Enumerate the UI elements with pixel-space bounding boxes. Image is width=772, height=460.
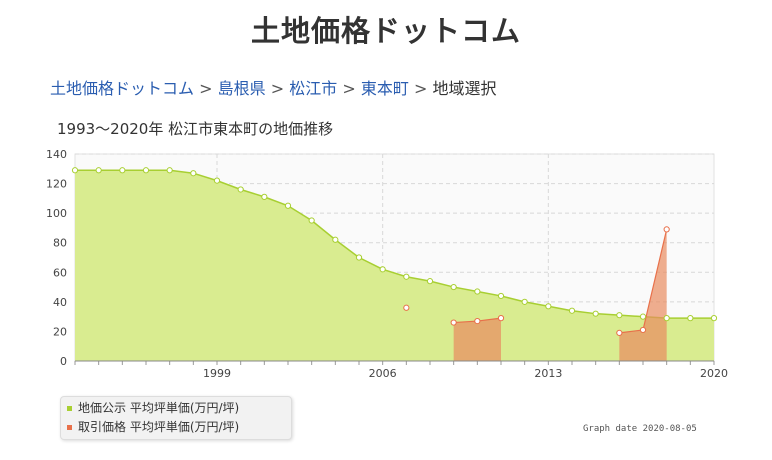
public-price-point <box>142 167 150 174</box>
public-price-point <box>521 298 528 305</box>
transaction-price-point <box>450 319 457 326</box>
public-price-point <box>71 167 79 174</box>
public-price-point <box>426 278 434 285</box>
public-price-point <box>237 186 244 193</box>
public-price-point <box>190 170 197 177</box>
y-tick-label: 20 <box>53 325 67 338</box>
public-price-point <box>639 313 647 320</box>
public-price-point <box>213 177 221 184</box>
transaction-price-point <box>663 226 670 233</box>
legend-item-public-price[interactable]: 地価公示 平均坪単価(万円/坪) <box>67 400 239 416</box>
x-tick-label: 2006 <box>369 367 397 380</box>
public-price-point <box>308 217 315 224</box>
public-price-point <box>616 312 623 319</box>
breadcrumb-separator: > <box>342 79 356 98</box>
public-price-point <box>284 202 292 209</box>
legend-swatch-transaction-price <box>67 425 72 430</box>
public-price-point <box>119 167 126 174</box>
y-tick-label: 140 <box>46 148 67 161</box>
breadcrumb: 土地価格ドットコム > 島根県 > 松江市 > 東本町 > 地域選択 <box>50 75 496 99</box>
public-price-point <box>355 254 363 261</box>
public-price-point <box>332 236 339 243</box>
chart-title: 1993〜2020年 松江市東本町の地価推移 <box>57 120 334 138</box>
breadcrumb-link-city[interactable]: 松江市 <box>289 79 338 98</box>
y-tick-label: 120 <box>46 178 67 191</box>
transaction-price-area <box>619 229 667 361</box>
x-tick-label: 2013 <box>534 367 562 380</box>
breadcrumb-separator: > <box>413 79 428 98</box>
public-price-point <box>497 292 505 300</box>
transaction-price-area <box>453 318 501 361</box>
public-price-point <box>687 315 694 322</box>
x-tick-label: 2020 <box>700 367 728 380</box>
transaction-price-point <box>474 317 481 325</box>
public-price-point <box>166 167 173 174</box>
public-price-point <box>95 167 102 174</box>
public-price-area <box>75 170 714 361</box>
graph-date: Graph date 2020-08-05 <box>583 424 697 434</box>
breadcrumb-link-prefecture[interactable]: 島根県 <box>217 79 266 98</box>
transaction-price-point <box>616 329 623 337</box>
transaction-price-point <box>639 326 647 334</box>
breadcrumb-link-town[interactable]: 東本町 <box>360 79 409 98</box>
breadcrumb-separator: > <box>199 79 213 98</box>
public-price-point <box>592 310 599 317</box>
y-tick-label: 0 <box>60 355 67 368</box>
legend-item-transaction-price[interactable]: 取引価格 平均坪単価(万円/坪) <box>67 419 239 435</box>
transaction-price-point <box>497 315 505 322</box>
y-tick-label: 40 <box>53 296 67 309</box>
transaction-price-point <box>403 304 410 311</box>
site-title: 土地価格ドットコム <box>250 14 521 48</box>
legend-swatch-public-price <box>67 406 72 411</box>
chart-legend: 地価公示 平均坪単価(万円/坪) 取引価格 平均坪単価(万円/坪) <box>60 396 292 440</box>
x-tick-label: 1999 <box>203 367 231 380</box>
public-price-point <box>710 315 718 322</box>
y-tick-label: 80 <box>53 237 67 250</box>
public-price-point <box>379 266 386 273</box>
legend-label-public-price: 地価公示 平均坪単価(万円/坪) <box>78 401 240 415</box>
public-price-line <box>75 169 714 319</box>
public-price-point <box>450 283 457 291</box>
public-price-point <box>545 303 552 310</box>
y-tick-label: 60 <box>53 266 67 279</box>
breadcrumb-current: 地域選択 <box>432 79 497 98</box>
public-price-point <box>568 307 576 314</box>
legend-label-transaction-price: 取引価格 平均坪単価(万円/坪) <box>78 420 240 434</box>
public-price-point <box>403 273 410 280</box>
public-price-point <box>474 288 481 295</box>
y-tick-label: 100 <box>46 207 67 220</box>
breadcrumb-link-home[interactable]: 土地価格ドットコム <box>50 79 195 98</box>
public-price-point <box>261 193 268 200</box>
breadcrumb-separator: > <box>270 79 285 98</box>
public-price-point <box>663 315 670 322</box>
